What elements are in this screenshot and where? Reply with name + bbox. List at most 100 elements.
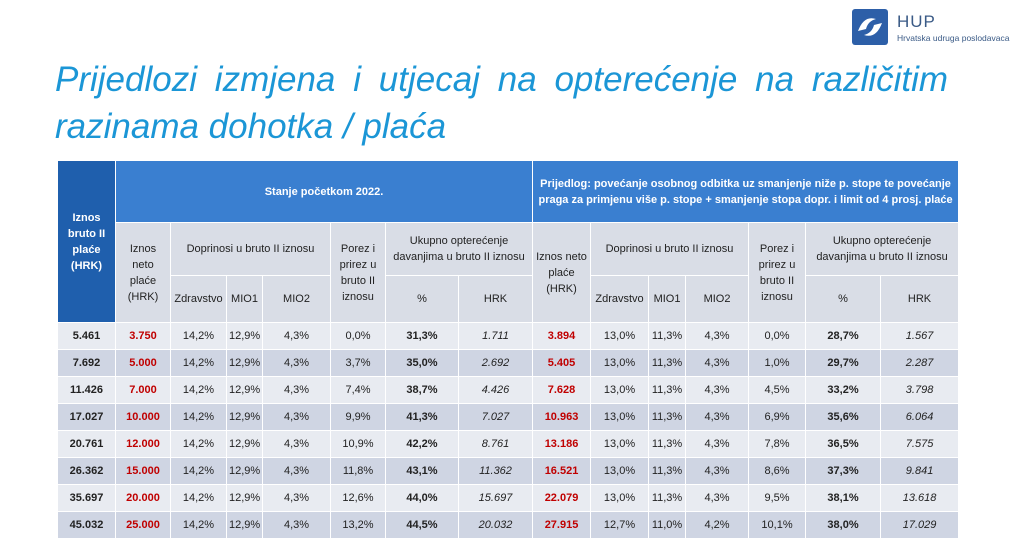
- table-cell: 12,9%: [226, 484, 263, 512]
- table-cell: 11,3%: [648, 376, 687, 404]
- table-cell: 9,5%: [748, 484, 807, 512]
- table-cell: 13,0%: [590, 430, 650, 458]
- table-cell: 12,7%: [590, 511, 650, 539]
- table-cell: 4,3%: [685, 484, 750, 512]
- table-cell: 26.362: [57, 457, 116, 485]
- table-cell: 12.000: [115, 430, 171, 458]
- table-cell: 11,3%: [648, 430, 687, 458]
- table-cell: 13,0%: [590, 457, 650, 485]
- table-cell: 7,4%: [330, 376, 386, 404]
- table-cell: 13.186: [532, 430, 592, 458]
- table-cell: 15.697: [457, 484, 534, 512]
- header-cell: Zdravstvo: [590, 275, 650, 323]
- table-cell: 37,3%: [805, 457, 882, 485]
- header-cell: HRK: [880, 275, 960, 323]
- header-cell: MIO1: [226, 275, 263, 323]
- table-cell: 1,0%: [748, 349, 807, 377]
- table-cell: 12,9%: [226, 511, 263, 539]
- table-cell: 14,2%: [170, 376, 227, 404]
- table-cell: 4,3%: [685, 376, 750, 404]
- table-cell: 4,3%: [262, 322, 331, 350]
- table-cell: 35.697: [57, 484, 116, 512]
- table-cell: 2.287: [880, 349, 960, 377]
- slide-title: Prijedlozi izmjena i utjecaj na optereće…: [55, 60, 948, 146]
- table-cell: 27.915: [532, 511, 592, 539]
- table-cell: 17.029: [880, 511, 960, 539]
- header-cell: Zdravstvo: [170, 275, 227, 323]
- table-cell: 17.027: [57, 403, 116, 431]
- table-cell: 7.027: [457, 403, 534, 431]
- table-cell: 20.000: [115, 484, 171, 512]
- table-cell: 4,3%: [685, 322, 750, 350]
- table-cell: 12,9%: [226, 349, 263, 377]
- header-cell: Ukupno opterećenje davanjima u bruto II …: [805, 222, 960, 276]
- table-cell: 7.628: [532, 376, 592, 404]
- table-cell: 16.521: [532, 457, 592, 485]
- table-cell: 8,6%: [748, 457, 807, 485]
- table-cell: 14,2%: [170, 484, 227, 512]
- header-cell: %: [805, 275, 882, 323]
- table-cell: 13,0%: [590, 322, 650, 350]
- table-cell: 5.000: [115, 349, 171, 377]
- table-cell: 20.761: [57, 430, 116, 458]
- header-cell: MIO2: [685, 275, 750, 323]
- table-cell: 4,3%: [685, 403, 750, 431]
- table-cell: 4,3%: [685, 457, 750, 485]
- table-cell: 14,2%: [170, 430, 227, 458]
- table-cell: 4,3%: [262, 430, 331, 458]
- header-cell: Ukupno opterećenje davanjima u bruto II …: [384, 222, 534, 276]
- table-cell: 11,3%: [648, 349, 687, 377]
- table-cell: 38,0%: [805, 511, 882, 539]
- table-row: 5.461 3.750 14,2% 12,9% 4,3% 0,0% 31,3% 1.711 3.…: [57, 322, 960, 350]
- table-row: 20.761 12.000 14,2% 12,9% 4,3% 10,9% 42,2% 8.76…: [57, 430, 960, 458]
- table-cell: 11,3%: [648, 484, 687, 512]
- table-cell: 33,2%: [805, 376, 882, 404]
- table-cell: 4,3%: [685, 430, 750, 458]
- table-cell: 29,7%: [805, 349, 882, 377]
- header-cell: HRK: [457, 275, 534, 323]
- table-row: 7.692 5.000 14,2% 12,9% 4,3% 3,7% 35,0% 2.692 5.…: [57, 349, 960, 377]
- table-row: 35.697 20.000 14,2% 12,9% 4,3% 12,6% 44,0% 15.6…: [57, 484, 960, 512]
- table-cell: 11,0%: [648, 511, 687, 539]
- table-cell: 4,2%: [685, 511, 750, 539]
- table-cell: 3.798: [880, 376, 960, 404]
- table-cell: 25.000: [115, 511, 171, 539]
- table-cell: 4.426: [457, 376, 534, 404]
- header-cell: Iznos neto plaće (HRK): [115, 222, 171, 323]
- table-cell: 22.079: [532, 484, 592, 512]
- table-cell: 12,9%: [226, 430, 263, 458]
- table-cell: 7.692: [57, 349, 116, 377]
- table-cell: 3,7%: [330, 349, 386, 377]
- header-cell: Porez i prirez u bruto II iznosu: [330, 222, 386, 323]
- table-cell: 7,8%: [748, 430, 807, 458]
- table-cell: 4,3%: [262, 376, 331, 404]
- table-cell: 1.711: [457, 322, 534, 350]
- data-table: Iznos bruto II plaće (HRK) Stanje početk…: [57, 160, 960, 539]
- table-cell: 45.032: [57, 511, 116, 539]
- table-cell: 7.575: [880, 430, 960, 458]
- table-cell: 4,5%: [748, 376, 807, 404]
- table-cell: 0,0%: [330, 322, 386, 350]
- table-cell: 11,3%: [648, 322, 687, 350]
- table-cell: 4,3%: [262, 457, 331, 485]
- table-cell: 14,2%: [170, 403, 227, 431]
- table-cell: 0,0%: [748, 322, 807, 350]
- table-cell: 10.963: [532, 403, 592, 431]
- table-cell: 2.692: [457, 349, 534, 377]
- table-cell: 1.567: [880, 322, 960, 350]
- table-cell: 11,3%: [648, 457, 687, 485]
- table-cell: 3.750: [115, 322, 171, 350]
- table-cell: 12,9%: [226, 403, 263, 431]
- table-cell: 11,3%: [648, 403, 687, 431]
- table-cell: 11,8%: [330, 457, 386, 485]
- table-cell: 44,5%: [385, 511, 459, 539]
- table-cell: 4,3%: [262, 484, 331, 512]
- table-cell: 13,0%: [590, 403, 650, 431]
- table-cell: 42,2%: [385, 430, 459, 458]
- table-cell: 12,6%: [330, 484, 386, 512]
- table-cell: 10.000: [115, 403, 171, 431]
- logo-icon: [852, 9, 888, 45]
- table-cell: 8.761: [457, 430, 534, 458]
- header-cell: Porez i prirez u bruto II iznosu: [748, 222, 807, 323]
